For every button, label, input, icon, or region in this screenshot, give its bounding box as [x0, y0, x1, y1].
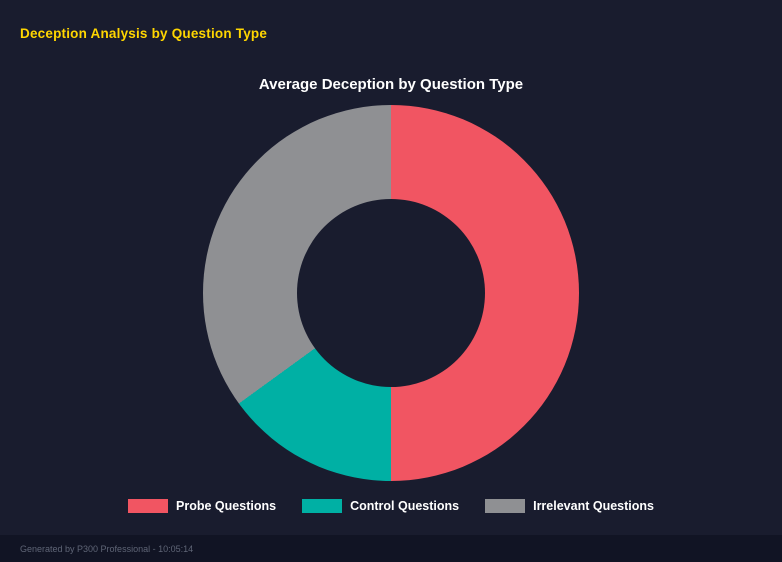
page-title: Deception Analysis by Question Type [20, 26, 268, 41]
legend-label-probe: Probe Questions [176, 499, 277, 513]
legend-label-control: Control Questions [350, 499, 460, 513]
chart-title: Average Deception by Question Type [258, 76, 524, 93]
legend-swatch-control [302, 499, 343, 513]
page-header: Deception Analysis by Question Type [0, 0, 782, 41]
chart-area: Average Deception by Question Type Probe… [0, 60, 782, 513]
footer-text: Generated by P300 Professional - 10:05:1… [20, 543, 194, 554]
legend-item-control-questions[interactable]: Control Questions [302, 499, 459, 513]
legend-item-irrelevant-questions[interactable]: Irrelevant Questions [485, 499, 654, 513]
donut-chart[interactable] [203, 105, 579, 481]
legend-label-irrelevant: Irrelevant Questions [533, 499, 654, 513]
legend-swatch-irrelevant [485, 499, 526, 513]
page-footer: Generated by P300 Professional - 10:05:1… [0, 535, 782, 562]
donut-hole [297, 199, 485, 387]
legend-swatch-probe [128, 499, 169, 513]
chart-legend: Probe Questions Control Questions Irrele… [128, 499, 654, 513]
legend-item-probe-questions[interactable]: Probe Questions [128, 499, 276, 513]
